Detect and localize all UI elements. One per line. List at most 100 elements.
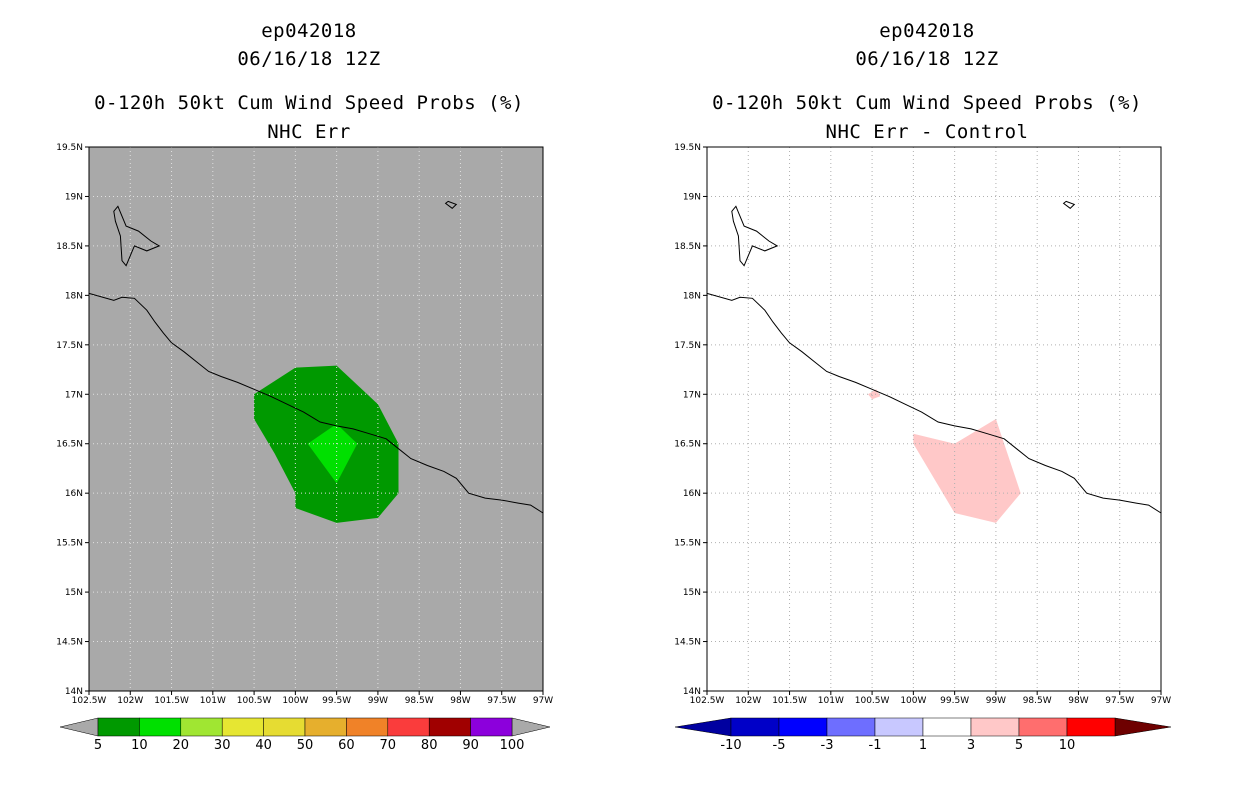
colorbar-swatch xyxy=(1066,717,1116,737)
colorbar-swatch xyxy=(263,717,306,737)
colorbar-label: -1 xyxy=(869,738,882,753)
colorbar-swatch xyxy=(346,717,389,737)
colorbar-label: 5 xyxy=(1015,738,1023,753)
y-tick-label: 16.5N xyxy=(674,440,701,450)
y-tick-label: 14N xyxy=(65,687,83,697)
x-tick-label: 101.5W xyxy=(154,696,189,706)
x-tick-label: 99W xyxy=(368,696,388,706)
y-tick-label: 17.5N xyxy=(674,341,701,351)
coastline xyxy=(88,292,544,514)
lake-outline xyxy=(731,205,779,267)
colorbar-label: 50 xyxy=(297,738,314,753)
colorbar-label: 80 xyxy=(421,738,438,753)
x-tick-label: 100.5W xyxy=(237,696,272,706)
x-tick-label: 99.5W xyxy=(940,696,969,706)
colorbar-label: 90 xyxy=(462,738,479,753)
x-tick-label: 101.5W xyxy=(772,696,807,706)
x-tick-label: 98W xyxy=(450,696,470,706)
colorbar-label: -10 xyxy=(720,738,741,753)
island-outline xyxy=(444,200,458,209)
colorbar-under-triangle xyxy=(674,717,732,737)
y-tick-label: 19.5N xyxy=(56,143,83,153)
storm-id: ep042018 xyxy=(879,20,975,42)
x-tick-label: 97.5W xyxy=(1105,696,1134,706)
colorbar-label: 1 xyxy=(919,738,927,753)
plot-frame xyxy=(706,146,1162,692)
y-tick-label: 15.5N xyxy=(674,539,701,549)
colorbar-swatch xyxy=(874,717,924,737)
colorbar-label: 100 xyxy=(500,738,525,753)
x-tick-label: 98W xyxy=(1068,696,1088,706)
y-tick-label: 19N xyxy=(683,192,701,202)
colorbar-over-triangle xyxy=(1114,717,1172,737)
x-tick-label: 99.5W xyxy=(322,696,351,706)
y-tick-label: 18.5N xyxy=(674,242,701,252)
forecast-time: 06/16/18 12Z xyxy=(855,48,999,70)
coastline xyxy=(706,292,1162,514)
y-tick-label: 19N xyxy=(65,192,83,202)
colorbar-label: 60 xyxy=(338,738,355,753)
colorbar-swatch xyxy=(221,717,264,737)
colorbar-label: 40 xyxy=(255,738,272,753)
x-tick-label: 99W xyxy=(986,696,1006,706)
chart-title: 0-120h 50kt Cum Wind Speed Probs (%) xyxy=(94,92,524,114)
x-tick-label: 101W xyxy=(200,696,226,706)
x-tick-label: 102W xyxy=(117,696,143,706)
colorbar-under-triangle xyxy=(59,717,99,737)
y-tick-label: 19.5N xyxy=(674,143,701,153)
colorbar-label: 3 xyxy=(967,738,975,753)
x-tick-label: 102W xyxy=(735,696,761,706)
colorbar-swatch xyxy=(730,717,780,737)
colorbar-label: 30 xyxy=(214,738,231,753)
y-tick-label: 17N xyxy=(65,390,83,400)
y-tick-label: 15N xyxy=(65,588,83,598)
colorbar-over-triangle xyxy=(511,717,551,737)
colorbar-swatch xyxy=(1018,717,1068,737)
plot-frame xyxy=(88,146,544,692)
contour-region xyxy=(307,423,358,484)
y-tick-label: 18N xyxy=(683,291,701,301)
y-tick-label: 16N xyxy=(65,489,83,499)
y-tick-label: 18N xyxy=(65,291,83,301)
contour-region xyxy=(913,419,1021,523)
y-tick-label: 17.5N xyxy=(56,341,83,351)
y-tick-label: 16.5N xyxy=(56,440,83,450)
y-tick-label: 16N xyxy=(683,489,701,499)
colorbar-swatch xyxy=(387,717,430,737)
x-tick-label: 101W xyxy=(818,696,844,706)
x-tick-label: 97W xyxy=(1151,696,1171,706)
y-tick-label: 14.5N xyxy=(56,638,83,648)
lake-outline xyxy=(113,205,161,267)
right-panel: ep042018 06/16/18 12Z 0-120h 50kt Cum Wi… xyxy=(618,0,1236,800)
y-tick-label: 14.5N xyxy=(674,638,701,648)
y-tick-label: 15N xyxy=(683,588,701,598)
colorbar-swatch xyxy=(97,717,140,737)
colorbar-swatch xyxy=(470,717,513,737)
colorbar-label: -5 xyxy=(773,738,786,753)
forecast-time: 06/16/18 12Z xyxy=(237,48,381,70)
colorbar-swatch xyxy=(180,717,223,737)
x-tick-label: 100W xyxy=(282,696,308,706)
colorbar-label: 20 xyxy=(173,738,190,753)
colorbar-swatch xyxy=(922,717,972,737)
x-tick-label: 98.5W xyxy=(405,696,434,706)
colorbar-label: 5 xyxy=(94,738,102,753)
chart-subtitle: NHC Err xyxy=(267,121,351,143)
x-tick-label: 102.5W xyxy=(72,696,107,706)
colorbar-swatch xyxy=(304,717,347,737)
map-chart-right: 102.5W 102W 101.5W 101W 100.5W 100W 99.5W 99W 98… xyxy=(674,143,1172,753)
x-tick-label: 100W xyxy=(900,696,926,706)
map-chart-left: 102.5W 102W 101.5W 101W 100.5W 100W 99.5W 99W 98… xyxy=(56,143,553,753)
y-tick-label: 15.5N xyxy=(56,539,83,549)
storm-id: ep042018 xyxy=(261,20,357,42)
x-tick-label: 98.5W xyxy=(1023,696,1052,706)
colorbar-swatch xyxy=(428,717,471,737)
x-tick-label: 102.5W xyxy=(690,696,725,706)
colorbar-label: 10 xyxy=(131,738,148,753)
colorbar-swatch xyxy=(139,717,182,737)
y-tick-label: 17N xyxy=(683,390,701,400)
x-tick-label: 97.5W xyxy=(487,696,516,706)
chart-title: 0-120h 50kt Cum Wind Speed Probs (%) xyxy=(712,92,1142,114)
colorbar-label: -3 xyxy=(821,738,834,753)
colorbar-swatch xyxy=(778,717,828,737)
